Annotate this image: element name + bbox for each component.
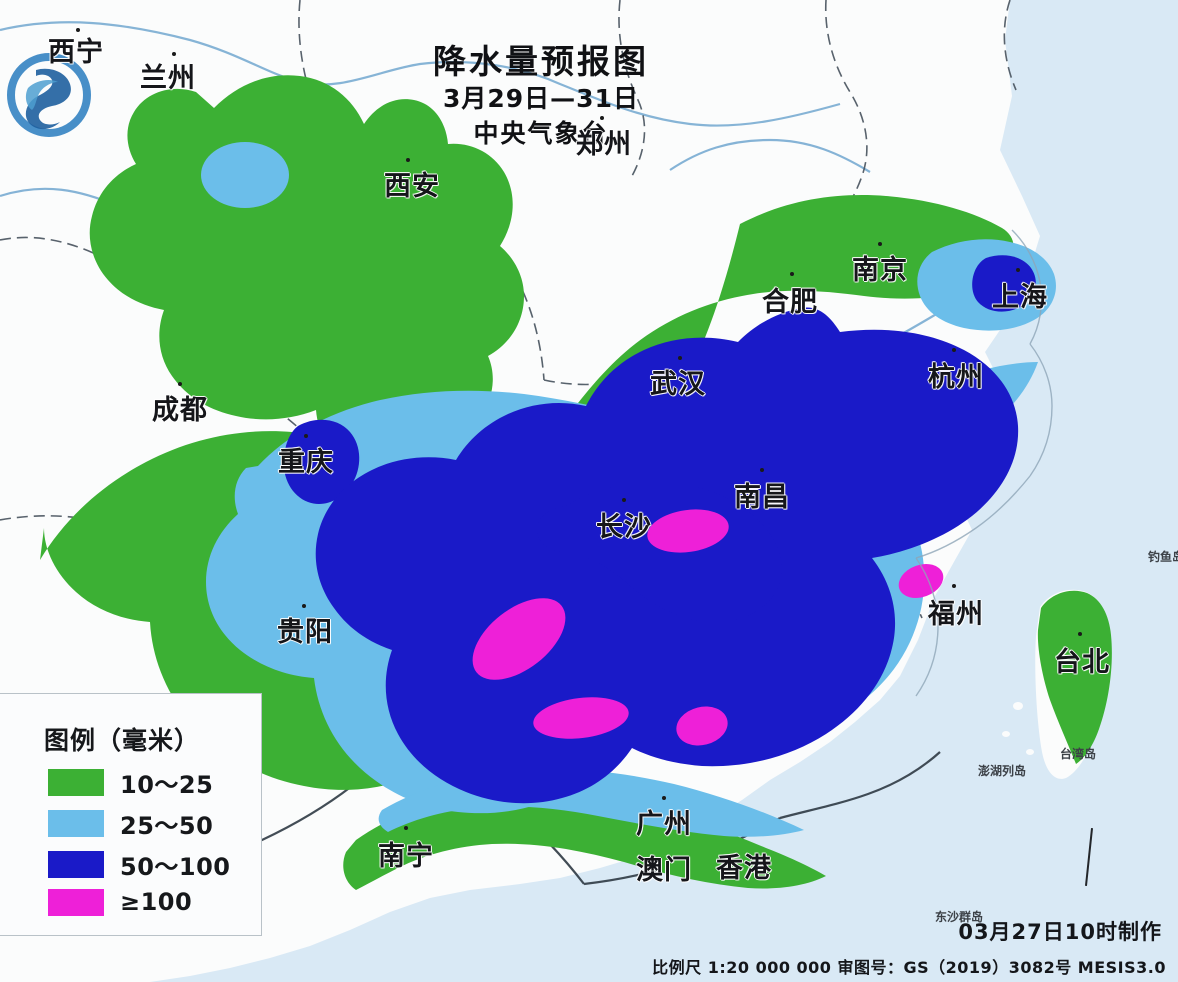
legend-title: 图例（毫米） <box>44 726 201 755</box>
city-marker-dot <box>172 52 176 56</box>
lightblue-hole-nw <box>201 142 289 208</box>
scale-and-approval: 比例尺 1:20 000 000 审图号：GS（2019）3082号 MESIS… <box>652 958 1166 977</box>
city-marker-dot <box>678 356 682 360</box>
legend-item: 10～25 <box>48 765 261 800</box>
legend-label: 25～50 <box>120 812 214 840</box>
island-label: 东沙群岛 <box>935 910 984 924</box>
city-marker-dot <box>1078 632 1082 636</box>
city-marker-dot <box>600 116 604 120</box>
city-marker-dot <box>790 272 794 276</box>
map-title-block: 降水量预报图 3月29日—31日 中央气象台 <box>376 42 706 148</box>
darkblue-core-chongqing <box>283 419 360 504</box>
legend-item: 25～50 <box>48 806 261 841</box>
city-marker-dot <box>304 434 308 438</box>
city-marker-dot <box>1016 268 1020 272</box>
cma-logo-icon <box>7 53 91 137</box>
city-marker-dot <box>952 584 956 588</box>
city-marker-dot <box>76 28 80 32</box>
legend-label: ≥100 <box>120 888 193 916</box>
band-100-plus-magenta <box>472 509 944 746</box>
city-marker-dot <box>662 796 666 800</box>
legend-rows: 10～25 25～50 50～100 ≥100 <box>0 765 261 916</box>
legend-label: 10～25 <box>120 771 214 799</box>
legend-label: 50～100 <box>120 853 231 881</box>
city-marker-dot <box>404 826 408 830</box>
island-label: 台湾岛 <box>1060 747 1097 761</box>
legend-item: 50～100 <box>48 847 261 882</box>
production-time: 03月27日10时制作 <box>958 920 1162 944</box>
legend-swatch <box>48 769 104 796</box>
city-marker-dot <box>622 498 626 502</box>
city-marker-dot <box>952 348 956 352</box>
coastline-detail <box>915 229 1053 697</box>
legend-swatch <box>48 888 104 916</box>
magenta-core-hunan <box>647 509 729 553</box>
legend-panel: 图例（毫米） 10～25 25～50 50～100 ≥100 <box>0 693 262 936</box>
legend-swatch <box>48 851 104 878</box>
map-org: 中央气象台 <box>473 118 609 148</box>
legend-item: ≥100 <box>48 888 261 916</box>
city-marker-dot <box>302 604 306 608</box>
city-marker-dot <box>878 242 882 246</box>
city-marker-dot <box>760 468 764 472</box>
legend-swatch <box>48 810 104 837</box>
magenta-core-guangdong-north <box>533 697 629 739</box>
coastal-islets <box>1002 702 1034 755</box>
island-label: 钓鱼岛 <box>1148 550 1178 564</box>
island-label: 澎湖列岛 <box>978 764 1027 778</box>
city-marker-dot <box>178 382 182 386</box>
magenta-core-guangdong-east <box>676 706 728 746</box>
map-subtitle: 3月29日—31日 <box>443 83 639 113</box>
city-marker-dot <box>406 158 410 162</box>
magenta-core-guangxi <box>472 598 566 680</box>
map-title: 降水量预报图 <box>433 42 649 81</box>
